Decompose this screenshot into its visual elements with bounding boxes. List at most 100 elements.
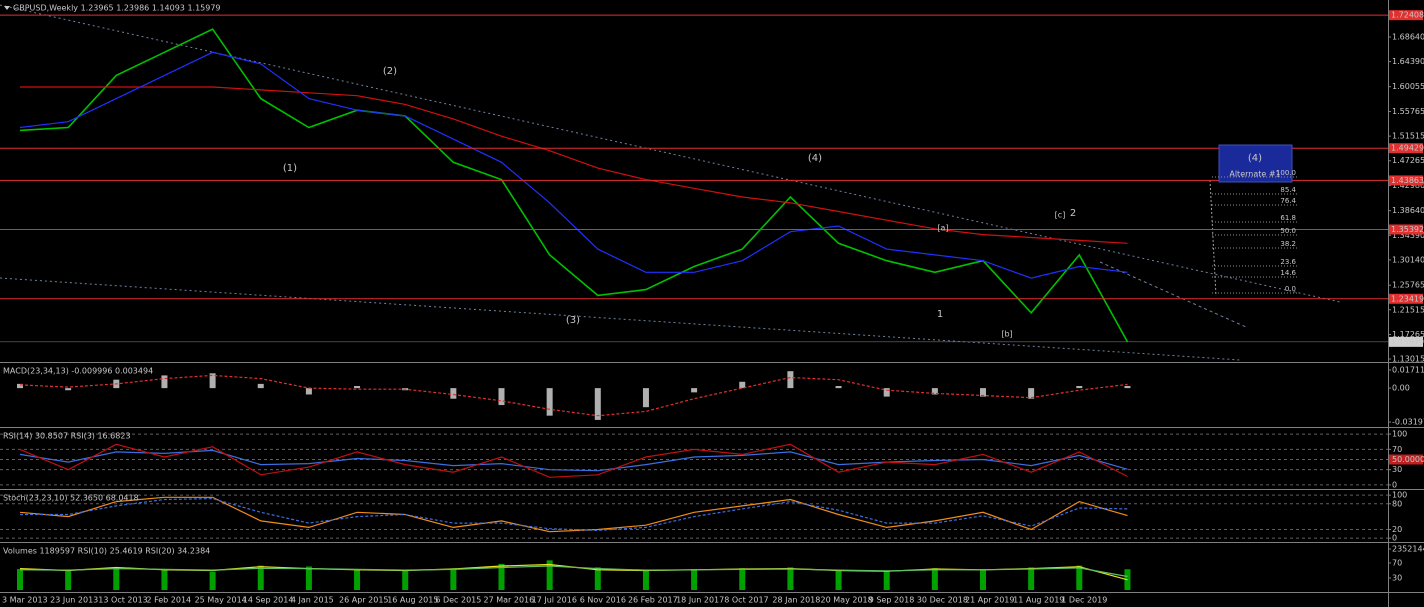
bar bbox=[931, 388, 938, 395]
pane-title: Volumes 1189597 RSI(10) 25.4619 RSI(20) … bbox=[3, 547, 210, 556]
bar bbox=[450, 568, 457, 590]
bar bbox=[354, 569, 361, 590]
bar bbox=[1028, 567, 1035, 590]
x-tick-label: 4 Jan 2015 bbox=[291, 596, 334, 605]
fib-level-label: 14.6 bbox=[1280, 269, 1296, 277]
y-tick-label: 1.68640 bbox=[1392, 32, 1424, 41]
bar bbox=[787, 371, 794, 389]
last-price-box bbox=[1389, 336, 1423, 347]
fib-level-label: 76.4 bbox=[1280, 197, 1296, 205]
x-tick-label: 26 Apr 2015 bbox=[339, 596, 388, 605]
x-tick-label: 16 Aug 2015 bbox=[387, 596, 438, 605]
trend-line bbox=[1099, 261, 1247, 328]
bar bbox=[1028, 388, 1035, 399]
x-tick-label: 17 Jul 2016 bbox=[532, 596, 577, 605]
y-tick-label: 1.60055 bbox=[1392, 82, 1424, 91]
trend-line bbox=[0, 4, 1341, 303]
level-label-box bbox=[1389, 175, 1423, 186]
y-tick-label: 0 bbox=[1392, 534, 1397, 543]
fib-box bbox=[1218, 144, 1293, 183]
bar bbox=[257, 383, 264, 389]
y-tick-label: 1.17265 bbox=[1392, 330, 1424, 339]
bar bbox=[1076, 386, 1083, 389]
y-tick-label: 1.51515 bbox=[1392, 132, 1424, 141]
y-tick-label: 50.0000 bbox=[1392, 455, 1424, 464]
fib-level-label: 38.2 bbox=[1280, 240, 1296, 248]
y-tick-label: 0 bbox=[1392, 480, 1397, 489]
x-tick-label: 8 Oct 2017 bbox=[724, 596, 768, 605]
bar bbox=[498, 388, 505, 406]
y-tick-label: 100 bbox=[1392, 491, 1407, 500]
fib-level-label: 85.4 bbox=[1280, 186, 1296, 194]
menu-arrow bbox=[4, 6, 10, 10]
x-tick-label: 1 Dec 2019 bbox=[1061, 596, 1107, 605]
bar bbox=[209, 373, 216, 389]
series-line bbox=[19, 51, 1128, 279]
series-line bbox=[19, 496, 1128, 533]
level-label-box bbox=[1389, 224, 1423, 235]
x-tick-label: 30 Dec 2018 bbox=[917, 596, 968, 605]
wave-label: 2 bbox=[1070, 208, 1076, 219]
pane-title: Stoch(23,23,10) 52.3650 68.0418 bbox=[3, 494, 139, 503]
y-tick-label: 1.64390 bbox=[1392, 57, 1424, 66]
series-line bbox=[19, 374, 1128, 417]
y-tick-label: 1.38640 bbox=[1392, 206, 1424, 215]
bar bbox=[594, 567, 601, 590]
bar bbox=[691, 569, 698, 590]
pane bbox=[17, 371, 1131, 420]
fib-level-label: 23.6 bbox=[1280, 258, 1296, 266]
bar bbox=[835, 386, 842, 389]
bar bbox=[498, 563, 505, 590]
x-tick-label: 9 Sep 2018 bbox=[869, 596, 915, 605]
wave-label: 1 bbox=[937, 309, 943, 320]
x-tick-label: 28 Jan 2018 bbox=[772, 596, 820, 605]
y-tick-label: 20 bbox=[1392, 525, 1402, 534]
level-label-box bbox=[1389, 293, 1423, 304]
bar bbox=[883, 570, 890, 590]
bar bbox=[739, 381, 746, 389]
y-tick-label: 1.13015 bbox=[1392, 355, 1424, 364]
x-tick-label: 14 Sep 2014 bbox=[243, 596, 294, 605]
bar bbox=[305, 388, 312, 395]
wave-label: (3) bbox=[566, 315, 580, 326]
fib-box-title: (4) bbox=[1248, 153, 1262, 164]
y-tick-label: 0.017113 bbox=[1392, 365, 1424, 374]
x-tick-label: 6 Dec 2015 bbox=[435, 596, 481, 605]
wave-label: [a] bbox=[937, 224, 948, 233]
y-tick-label: 0.00 bbox=[1392, 384, 1410, 393]
x-tick-label: 6 Nov 2016 bbox=[580, 596, 626, 605]
level-label-box bbox=[1389, 143, 1423, 154]
fib-level-label: 50.0 bbox=[1280, 227, 1296, 235]
pane bbox=[17, 560, 1131, 590]
pane bbox=[0, 433, 1388, 486]
bar bbox=[161, 569, 168, 590]
x-tick-label: 20 May 2018 bbox=[821, 596, 873, 605]
x-tick-label: 3 Mar 2013 bbox=[2, 596, 48, 605]
level-label-box bbox=[1389, 10, 1423, 21]
y-tick-label: -0.031976 bbox=[1392, 417, 1424, 426]
x-tick-label: 11 Aug 2019 bbox=[1013, 596, 1064, 605]
pane bbox=[0, 14, 1388, 343]
y-tick-label: 100 bbox=[1392, 430, 1407, 439]
fib-level-label: 100.0 bbox=[1276, 169, 1296, 177]
wave-label: [b] bbox=[1001, 330, 1012, 339]
x-tick-label: 26 Feb 2017 bbox=[628, 596, 678, 605]
y-tick-label: 1.42980 bbox=[1392, 181, 1424, 190]
bar bbox=[1124, 386, 1131, 389]
bar bbox=[402, 569, 409, 590]
bar bbox=[209, 571, 216, 590]
bar bbox=[17, 569, 23, 590]
bar bbox=[546, 560, 553, 590]
bar bbox=[65, 388, 72, 391]
y-tick-label: 70 bbox=[1392, 445, 1402, 454]
fib-box-subtitle: Alternate #1 bbox=[1229, 170, 1280, 179]
bar bbox=[642, 569, 649, 590]
bar bbox=[980, 388, 986, 397]
bar bbox=[931, 568, 938, 590]
x-tick-label: 21 Apr 2019 bbox=[965, 596, 1014, 605]
bar bbox=[305, 566, 312, 590]
wave-label: (2) bbox=[383, 66, 397, 77]
last-price-label: 1.15979 bbox=[1391, 337, 1424, 346]
